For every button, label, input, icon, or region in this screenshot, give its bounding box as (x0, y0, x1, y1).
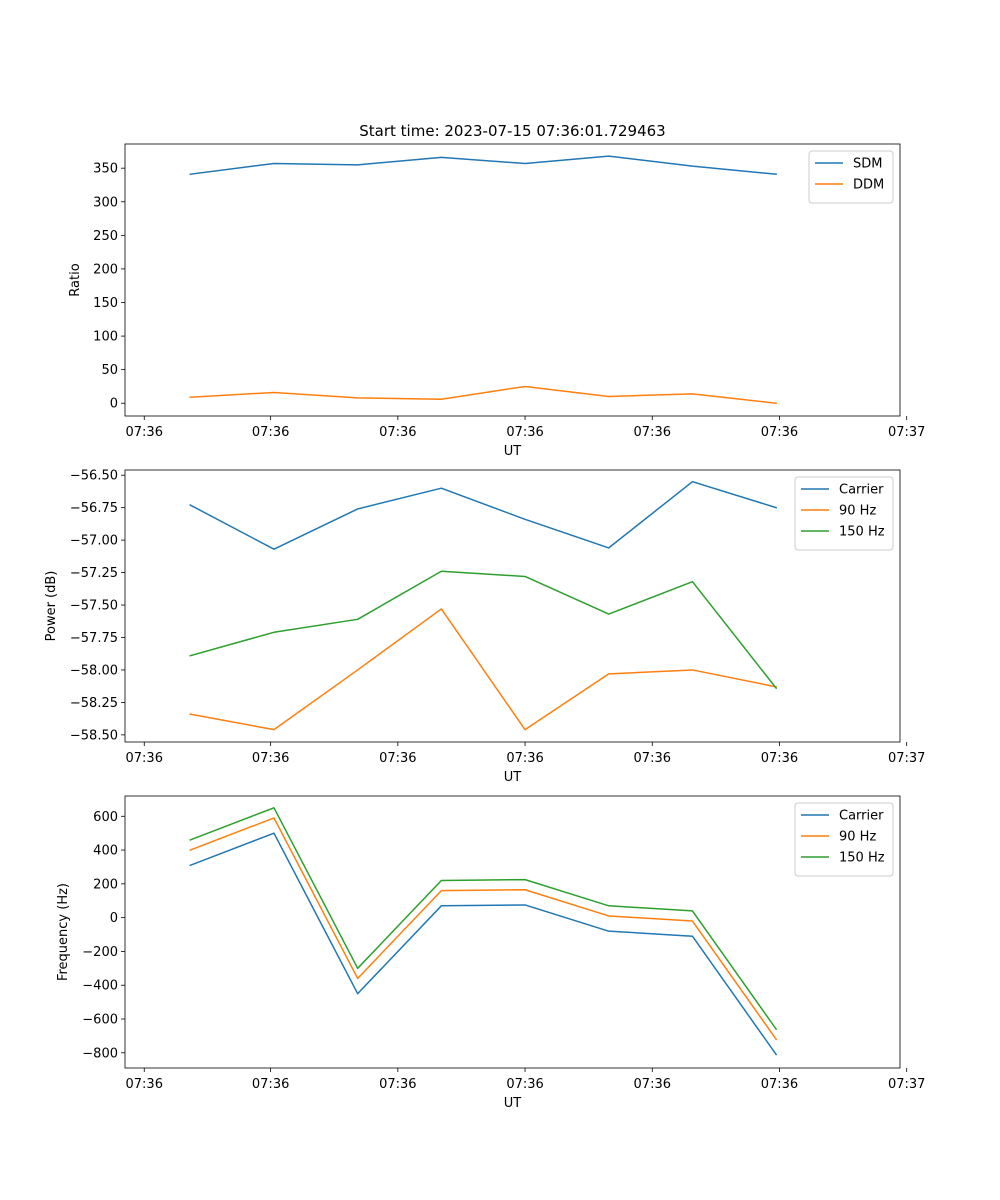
x-tick-label: 07:36 (634, 1077, 671, 1092)
x-tick-label: 07:36 (252, 751, 289, 766)
plot-frame (124, 143, 901, 417)
x-tick-label: 07:36 (379, 425, 416, 440)
series-line-90-hz (189, 608, 778, 731)
x-axis-label: UT (504, 770, 522, 785)
x-tick-label: 07:36 (506, 1077, 543, 1092)
y-tick-label: 100 (93, 330, 118, 345)
legend: SDM DDM (808, 150, 894, 204)
y-tick-label: 200 (93, 877, 118, 892)
chart-title: Start time: 2023-07-15 07:36:01.729463 (359, 122, 665, 140)
legend-label: 90 Hz (839, 830, 876, 845)
legend-label: Carrier (839, 483, 884, 498)
y-tick-label: −58.00 (70, 663, 118, 678)
x-tick-label: 07:37 (888, 1077, 925, 1092)
x-tick-label: 07:36 (634, 425, 671, 440)
y-tick-label: 350 (93, 162, 118, 177)
y-tick-label: −58.50 (70, 728, 118, 743)
y-tick-label: −56.50 (70, 469, 118, 484)
legend-label: SDM (853, 157, 882, 172)
y-tick-label: −56.75 (70, 501, 118, 516)
x-tick-label: 07:36 (506, 425, 543, 440)
y-tick-label: −800 (82, 1046, 118, 1061)
x-axis-label: UT (504, 444, 522, 459)
x-tick-label: 07:36 (126, 751, 163, 766)
y-tick-label: 600 (93, 810, 118, 825)
plot-frame (124, 469, 901, 743)
x-tick-label: 07:36 (379, 751, 416, 766)
y-axis-label: Ratio (68, 263, 83, 296)
legend-label: 150 Hz (839, 525, 885, 540)
y-tick-label: 300 (93, 195, 118, 210)
x-tick-label: 07:36 (126, 425, 163, 440)
series-line-150-hz (189, 807, 778, 1031)
y-tick-label: −57.25 (70, 566, 118, 581)
y-tick-label: −57.00 (70, 534, 118, 549)
legend-label: DDM (853, 178, 884, 193)
x-tick-label: 07:36 (379, 1077, 416, 1092)
plot-area (125, 470, 900, 742)
x-tick-label: 07:36 (252, 1077, 289, 1092)
charts-container: 07:36 07:36 07:36 07:36 07:36 07:36 07:37 0 50 10… (44, 122, 925, 1111)
x-tick-label: 07:36 (761, 1077, 798, 1092)
chart-panel-2: 07:36 07:36 07:36 07:36 07:36 07:36 07:37 −58.5… (44, 469, 925, 785)
plot-frame (124, 795, 901, 1069)
plot-area (125, 144, 900, 416)
series-line-carrier (189, 832, 778, 1056)
y-tick-label: 250 (93, 229, 118, 244)
y-tick-label: 400 (93, 844, 118, 859)
legend-label: 150 Hz (839, 851, 885, 866)
y-tick-label: −200 (82, 945, 118, 960)
plot-area (125, 796, 900, 1068)
x-axis-label: UT (504, 1096, 522, 1111)
x-tick-label: 07:36 (761, 425, 798, 440)
y-tick-label: −57.75 (70, 631, 118, 646)
series-line-ddm (189, 385, 777, 405)
x-tick-label: 07:37 (888, 751, 925, 766)
chart-panel-1: 07:36 07:36 07:36 07:36 07:36 07:36 07:37 0 50 10… (68, 122, 925, 459)
y-tick-label: 150 (93, 296, 118, 311)
legend-label: Carrier (839, 809, 884, 824)
y-tick-label: 0 (110, 911, 118, 926)
y-tick-label: 50 (101, 363, 118, 378)
y-tick-label: 200 (93, 262, 118, 277)
y-axis-label: Frequency (Hz) (56, 883, 71, 981)
y-axis-label: Power (dB) (44, 571, 59, 642)
x-tick-label: 07:36 (252, 425, 289, 440)
y-tick-label: −400 (82, 979, 118, 994)
y-tick-label: −57.50 (70, 599, 118, 614)
chart-panel-3: 07:36 07:36 07:36 07:36 07:36 07:36 07:37 −800 −… (56, 795, 925, 1111)
x-tick-label: 07:36 (761, 751, 798, 766)
series-line-carrier (189, 480, 778, 550)
y-tick-label: −58.25 (70, 696, 118, 711)
x-tick-label: 07:37 (888, 425, 925, 440)
series-line-90-hz (189, 817, 778, 1041)
legend-box (808, 150, 894, 204)
x-tick-label: 07:36 (634, 751, 671, 766)
x-tick-label: 07:36 (126, 1077, 163, 1092)
series-line-sdm (189, 155, 777, 176)
series-line-150-hz (189, 570, 778, 690)
legend: Carrier 90 Hz 150 Hz (794, 802, 894, 877)
y-tick-label: 0 (110, 397, 118, 412)
legend: Carrier 90 Hz 150 Hz (794, 476, 894, 551)
x-tick-label: 07:36 (506, 751, 543, 766)
y-tick-label: −600 (82, 1013, 118, 1028)
legend-label: 90 Hz (839, 504, 876, 519)
